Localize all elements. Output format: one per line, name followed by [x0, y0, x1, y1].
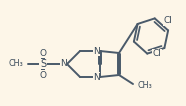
Text: Cl: Cl — [152, 49, 161, 58]
Text: S: S — [40, 59, 46, 69]
Text: N: N — [93, 47, 100, 56]
Text: CH₃: CH₃ — [8, 59, 23, 68]
Text: Cl: Cl — [164, 16, 173, 25]
Text: N: N — [60, 59, 67, 68]
Text: O: O — [39, 70, 46, 80]
Text: N: N — [93, 73, 100, 82]
Text: CH₃: CH₃ — [138, 82, 153, 91]
Text: O: O — [39, 49, 46, 57]
